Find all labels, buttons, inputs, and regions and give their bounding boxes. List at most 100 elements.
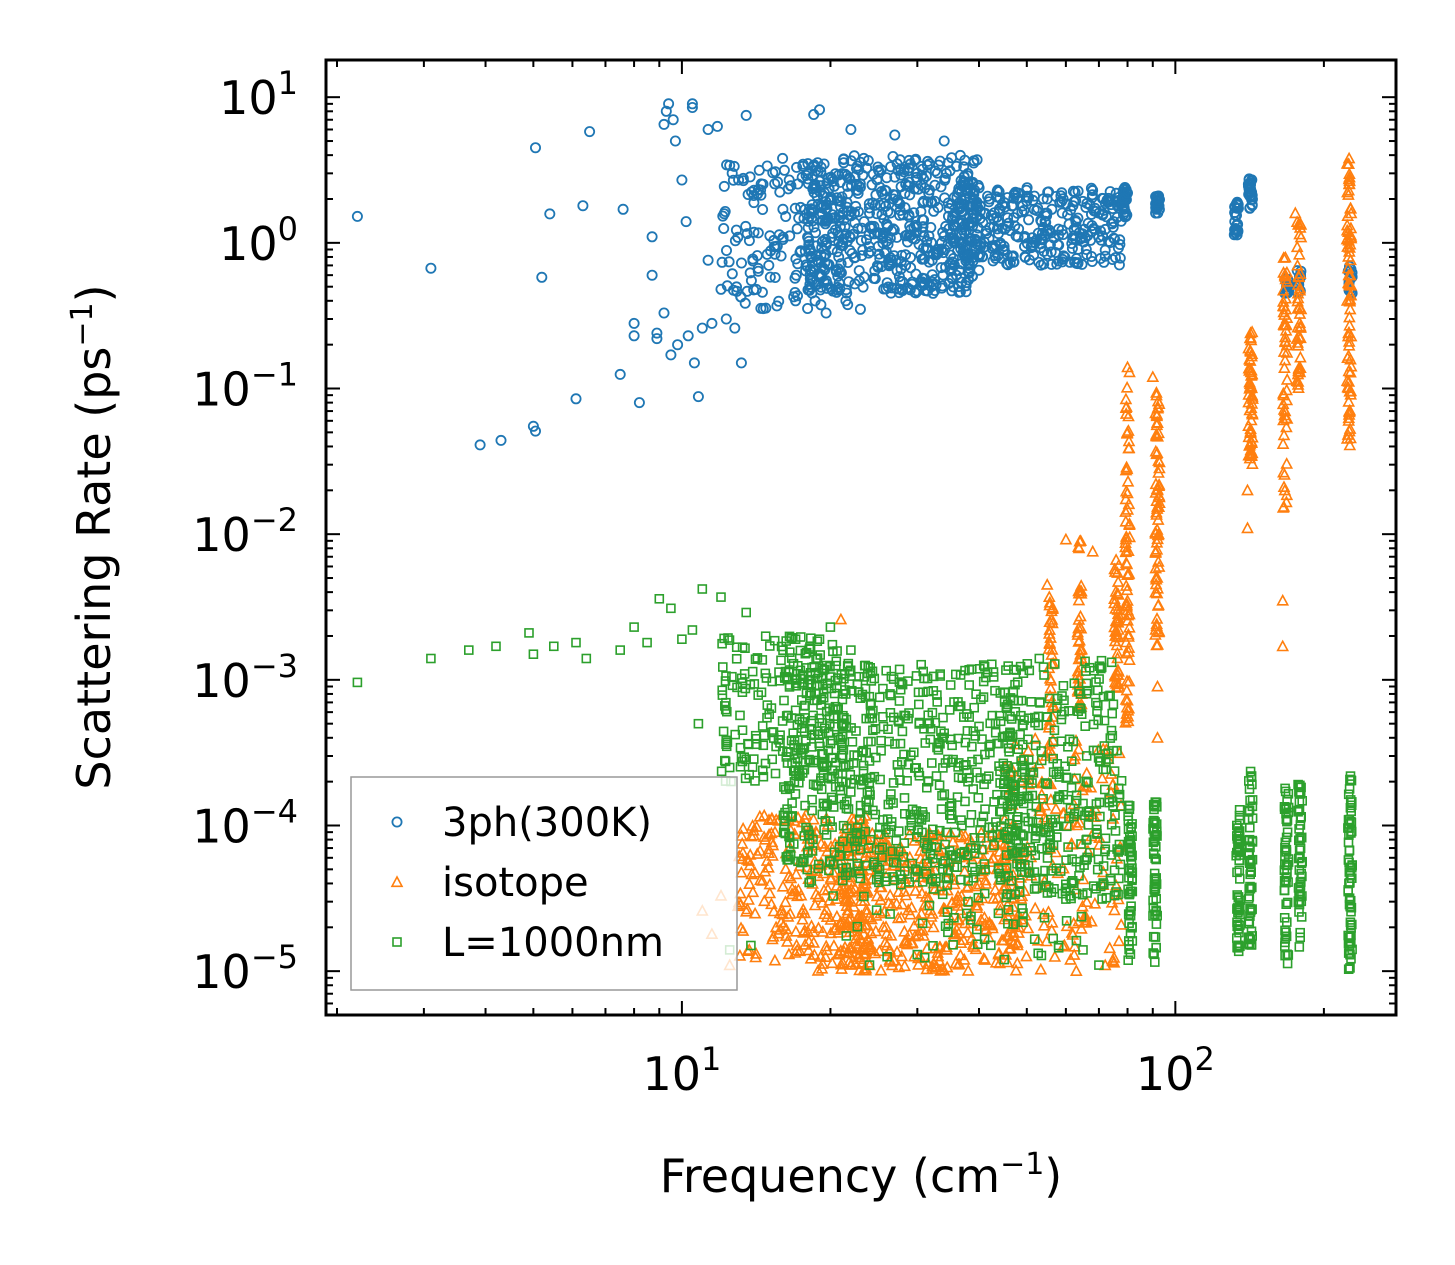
data-point <box>1124 837 1134 847</box>
data-point <box>1067 854 1077 864</box>
data-point <box>1048 933 1058 944</box>
data-point <box>1281 899 1291 910</box>
data-point <box>1043 615 1056 628</box>
data-point <box>863 736 873 747</box>
data-point <box>1245 388 1259 401</box>
data-point <box>1123 620 1136 633</box>
data-point <box>741 228 753 240</box>
data-point <box>1111 607 1125 620</box>
data-point <box>1041 880 1052 891</box>
data-point <box>1107 708 1117 719</box>
data-point <box>1046 887 1057 898</box>
data-point <box>744 171 756 183</box>
data-point <box>961 963 975 976</box>
data-point <box>953 758 964 768</box>
data-point <box>1023 734 1033 745</box>
data-point <box>629 622 639 632</box>
data-point <box>1095 225 1107 237</box>
data-point <box>1072 584 1085 597</box>
data-point <box>830 909 844 922</box>
data-point <box>807 846 818 856</box>
data-point <box>1122 187 1134 199</box>
data-point <box>1152 831 1162 841</box>
data-point <box>864 960 875 970</box>
data-point <box>1068 752 1081 765</box>
data-point <box>1064 734 1075 745</box>
data-point <box>921 235 933 247</box>
data-point <box>807 794 817 805</box>
data-point <box>1243 403 1257 416</box>
data-point <box>1008 849 1018 859</box>
data-point <box>987 710 998 721</box>
data-point <box>768 234 780 246</box>
data-point <box>927 707 938 718</box>
data-point <box>1023 214 1035 226</box>
data-point <box>833 251 845 263</box>
data-point <box>885 287 897 299</box>
data-point <box>910 287 922 299</box>
data-point <box>1124 918 1134 929</box>
data-point <box>978 953 992 965</box>
data-point <box>1049 725 1060 736</box>
data-point <box>990 252 1002 264</box>
data-point <box>748 189 760 201</box>
data-point <box>666 603 676 614</box>
data-point <box>796 857 806 868</box>
data-point <box>737 687 748 698</box>
data-point <box>956 874 966 885</box>
data-point <box>1061 883 1072 893</box>
data-point <box>1106 657 1117 668</box>
data-point <box>1246 905 1256 916</box>
data-point <box>921 858 932 869</box>
data-point <box>818 840 832 852</box>
data-point <box>809 178 821 190</box>
data-point <box>785 180 797 192</box>
data-point <box>890 739 900 749</box>
data-point <box>1232 917 1242 928</box>
data-point <box>1021 195 1033 207</box>
data-point <box>730 729 741 740</box>
data-point <box>779 821 789 832</box>
data-point <box>1149 874 1160 885</box>
data-point <box>993 908 1004 919</box>
data-point <box>829 721 840 732</box>
data-point <box>802 302 814 314</box>
data-point <box>811 964 825 976</box>
data-point <box>758 740 769 751</box>
data-point <box>827 735 838 746</box>
data-point <box>777 152 789 164</box>
data-point <box>1093 685 1103 696</box>
data-point <box>1053 255 1065 267</box>
data-point <box>962 726 973 736</box>
data-point <box>1277 403 1291 415</box>
data-point <box>862 787 873 798</box>
data-point <box>855 808 866 818</box>
data-point <box>898 936 912 949</box>
data-point <box>1280 950 1290 961</box>
data-point <box>1045 915 1059 928</box>
data-point <box>1066 756 1077 767</box>
data-point <box>1108 675 1122 688</box>
data-point <box>1245 179 1257 191</box>
data-point <box>780 934 794 947</box>
data-point <box>1120 583 1134 596</box>
data-point <box>867 713 878 723</box>
legend-marker <box>392 937 402 947</box>
data-point <box>1079 915 1093 928</box>
data-point <box>1040 578 1054 590</box>
data-point <box>920 941 934 954</box>
data-point <box>716 766 727 777</box>
data-point <box>1246 430 1259 443</box>
data-point <box>1022 791 1033 802</box>
data-point <box>775 903 789 916</box>
data-point <box>1104 794 1114 804</box>
data-point <box>950 852 961 862</box>
data-point <box>815 650 826 660</box>
data-point <box>1098 861 1109 871</box>
data-point <box>1120 426 1134 439</box>
data-point <box>871 208 883 220</box>
data-point <box>1107 950 1121 963</box>
data-point <box>1072 635 1086 647</box>
data-point <box>903 162 915 174</box>
data-point <box>903 180 915 192</box>
